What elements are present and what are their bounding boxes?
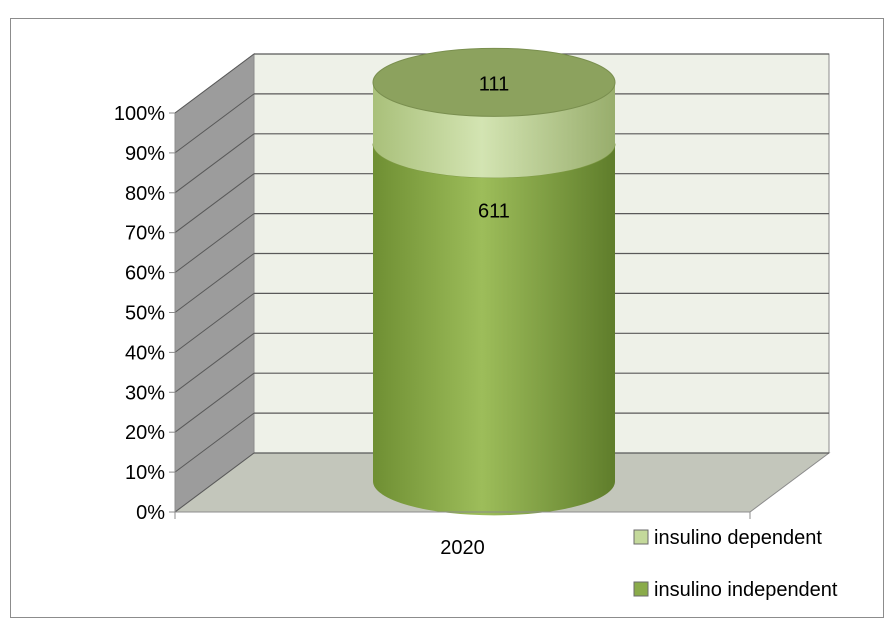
gridline-side (174, 372, 255, 433)
gridline-side (174, 173, 255, 234)
gridline-side (174, 292, 255, 353)
legend: insulino dependent insulino independent (633, 527, 838, 601)
y-tick-label: 40% (125, 342, 165, 364)
gridline-side (174, 133, 255, 194)
legend-label: insulino dependent (654, 527, 822, 549)
y-axis: 0% 10% 20% 30% 40% 50% 60% 70% 80% 90% 100% (114, 103, 176, 524)
bars (372, 47, 616, 516)
y-tick-label: 0% (136, 502, 165, 524)
x-category-label: 2020 (440, 537, 485, 559)
cylinder-top-cap (372, 47, 616, 117)
y-tick-label: 70% (125, 223, 165, 245)
gridline-side (174, 53, 255, 114)
legend-label: insulino independent (654, 579, 838, 601)
y-tick-label: 80% (125, 183, 165, 205)
y-tick-label: 10% (125, 462, 165, 484)
gridline-side (174, 93, 255, 154)
data-labels: 611 111 (478, 73, 510, 222)
legend-swatch (633, 581, 649, 597)
y-tick-label: 90% (125, 143, 165, 165)
gridline-side (174, 412, 255, 473)
y-tick-label: 100% (114, 103, 165, 125)
cylinder-segment-insulino-independent (373, 143, 615, 516)
gridline-side (174, 452, 255, 513)
data-label-insulino-independent: 611 (478, 201, 510, 223)
y-tick-label: 50% (125, 303, 165, 325)
cylinder-segment-insulino-dependent (373, 82, 615, 178)
data-label-insulino-dependent: 111 (479, 73, 509, 95)
legend-swatch (633, 529, 649, 545)
x-axis: 2020 (174, 511, 751, 559)
gridline-side (174, 213, 255, 274)
gridline-side (174, 332, 255, 393)
y-tick-label: 20% (125, 422, 165, 444)
y-tick-label: 60% (125, 263, 165, 285)
y-tick-label: 30% (125, 382, 165, 404)
gridline-side (174, 253, 255, 313)
